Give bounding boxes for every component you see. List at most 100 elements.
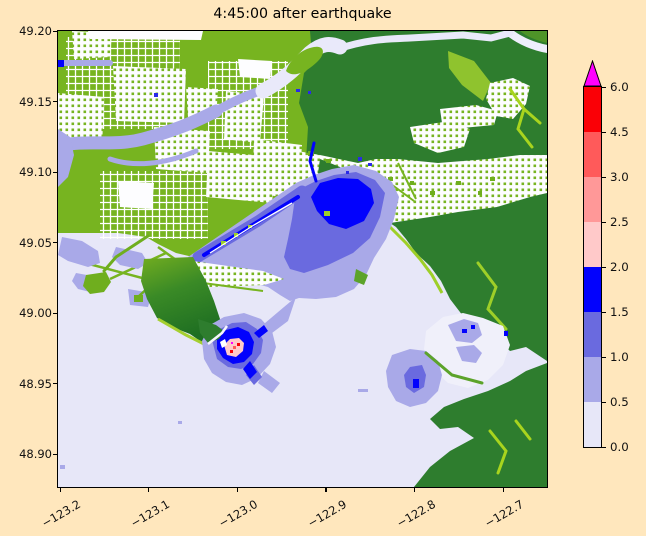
- colorbar-tick-label: 3.0: [610, 170, 629, 184]
- glen-valley-corner: [520, 31, 547, 43]
- surrey-langley-upland: [299, 31, 547, 191]
- x-tick-label: −123.2: [39, 497, 84, 531]
- ladner-reach: [107, 148, 199, 167]
- whiterock-shore-bluff: [388, 225, 444, 294]
- colorbar-segment: [584, 402, 601, 447]
- colorbar-tick-mark: [602, 131, 606, 133]
- serpentine-flood-deep: [311, 178, 374, 229]
- sturgeon-bank-fringe: [58, 129, 74, 187]
- colorbar-tick-label: 4.5: [610, 125, 629, 139]
- deltaport-terminal: [83, 272, 111, 294]
- colorbar-segment: [584, 87, 601, 132]
- x-tick-label: −123.0: [216, 497, 261, 531]
- y-tick-label: 48.90: [19, 447, 52, 461]
- richmond-flats: [58, 31, 186, 149]
- campbell-river-valley: [476, 261, 508, 331]
- marina-white-patch: [220, 339, 227, 348]
- x-tick-mark: [148, 488, 150, 492]
- x-tick-mark: [236, 488, 238, 492]
- colorbar-tick-mark: [602, 446, 606, 448]
- y-tick-label: 49.05: [19, 235, 52, 250]
- colorbar: [583, 86, 602, 448]
- x-tick-mark: [59, 488, 61, 492]
- whiterock-upland: [390, 193, 547, 361]
- colorbar-tick-mark: [602, 356, 606, 358]
- marina-flood-deep: [217, 325, 268, 379]
- semiahmoo-flood-deep: [413, 379, 419, 388]
- colorbar-segment: [584, 267, 601, 312]
- colorbar-tick-label: 0.0: [610, 440, 629, 454]
- marina-red-specks: [230, 343, 240, 353]
- fraser-river-main: [58, 104, 223, 153]
- colorbar-tick-mark: [602, 176, 606, 178]
- city-white-patches: [88, 31, 310, 209]
- fraser-channel-upper: [334, 31, 514, 53]
- colorbar-segment: [584, 222, 601, 267]
- x-tick-mark: [414, 488, 416, 492]
- y-tick-mark: [53, 242, 57, 244]
- birch-point-valleys: [488, 419, 532, 475]
- flood-channel-thread: [209, 202, 293, 254]
- semiahmoo-spit: [424, 351, 484, 385]
- map-layers: [58, 31, 547, 487]
- upland-valley-veins: [508, 87, 542, 149]
- x-tick-label: −123.1: [127, 497, 172, 531]
- colorbar-segment: [584, 357, 601, 402]
- y-tick-mark: [53, 101, 57, 103]
- roberts-bank-flood-light: [58, 237, 152, 307]
- colorbar-segment: [584, 177, 601, 222]
- x-tick-label: −122.7: [482, 497, 527, 531]
- cloverdale-flats: [410, 121, 470, 153]
- x-tick-mark: [325, 488, 327, 492]
- y-tick-label: 49.15: [19, 94, 52, 109]
- boundary-bay-farm-flats: [193, 261, 284, 287]
- point-roberts-shore: [207, 325, 229, 345]
- colorbar-tick-mark: [602, 221, 606, 223]
- birch-point-land: [414, 363, 547, 487]
- deltaport-causeway: [102, 234, 150, 273]
- colorbar-tick-label: 6.0: [610, 80, 629, 94]
- colorbar-tick-mark: [602, 401, 606, 403]
- y-tick-label: 49.00: [19, 306, 52, 320]
- y-tick-mark: [53, 30, 57, 32]
- boundary-bay-dyke: [202, 282, 264, 292]
- y-tick-label: 49.20: [19, 24, 52, 38]
- colorbar-tick-label: 0.5: [610, 395, 629, 409]
- marina-magenta-speck: [231, 342, 233, 344]
- point-roberts-west-slope: [157, 317, 205, 346]
- colorbar-tick-mark: [602, 86, 606, 88]
- plot-title: 4:45:00 after earthquake: [213, 6, 392, 22]
- x-tick-label: −122.9: [305, 497, 349, 531]
- y-tick-mark: [53, 383, 57, 385]
- marina-salmon-speck: [233, 346, 236, 349]
- x-tick-mark: [502, 488, 504, 492]
- y-tick-label: 48.95: [19, 376, 52, 391]
- colorbar-tick-label: 1.5: [610, 305, 629, 319]
- colorbar-tick-mark: [602, 311, 606, 313]
- y-tick-label: 49.10: [19, 165, 52, 179]
- barnston-island: [286, 46, 323, 75]
- map-plot: [57, 30, 548, 488]
- blackie-spit: [354, 269, 368, 285]
- ferry-terminal: [134, 295, 143, 302]
- drayton-flood-light: [448, 319, 482, 363]
- drayton-flood-deep-dots: [462, 325, 508, 336]
- upland-slope-light: [448, 51, 491, 101]
- colorbar-tick-label: 1.0: [610, 350, 629, 364]
- colorbar-segment: [584, 312, 601, 357]
- street-grid-delta: [100, 171, 208, 239]
- y-tick-mark: [53, 171, 57, 173]
- colorbar-segment: [584, 132, 601, 177]
- colorbar-extend-arrow: [583, 60, 602, 87]
- x-tick-label: −122.8: [393, 497, 438, 531]
- salmon-valley-flats: [440, 78, 530, 128]
- colorbar-tick-label: 2.0: [610, 260, 629, 274]
- serpentine-channel-deep: [308, 141, 318, 183]
- north-arm-deep-spot: [58, 60, 64, 67]
- colorbar-tick-mark: [602, 266, 606, 268]
- y-tick-mark: [53, 453, 57, 455]
- colorbar-tick-label: 2.5: [610, 215, 629, 229]
- newton-flats: [154, 87, 276, 203]
- y-tick-mark: [53, 312, 57, 314]
